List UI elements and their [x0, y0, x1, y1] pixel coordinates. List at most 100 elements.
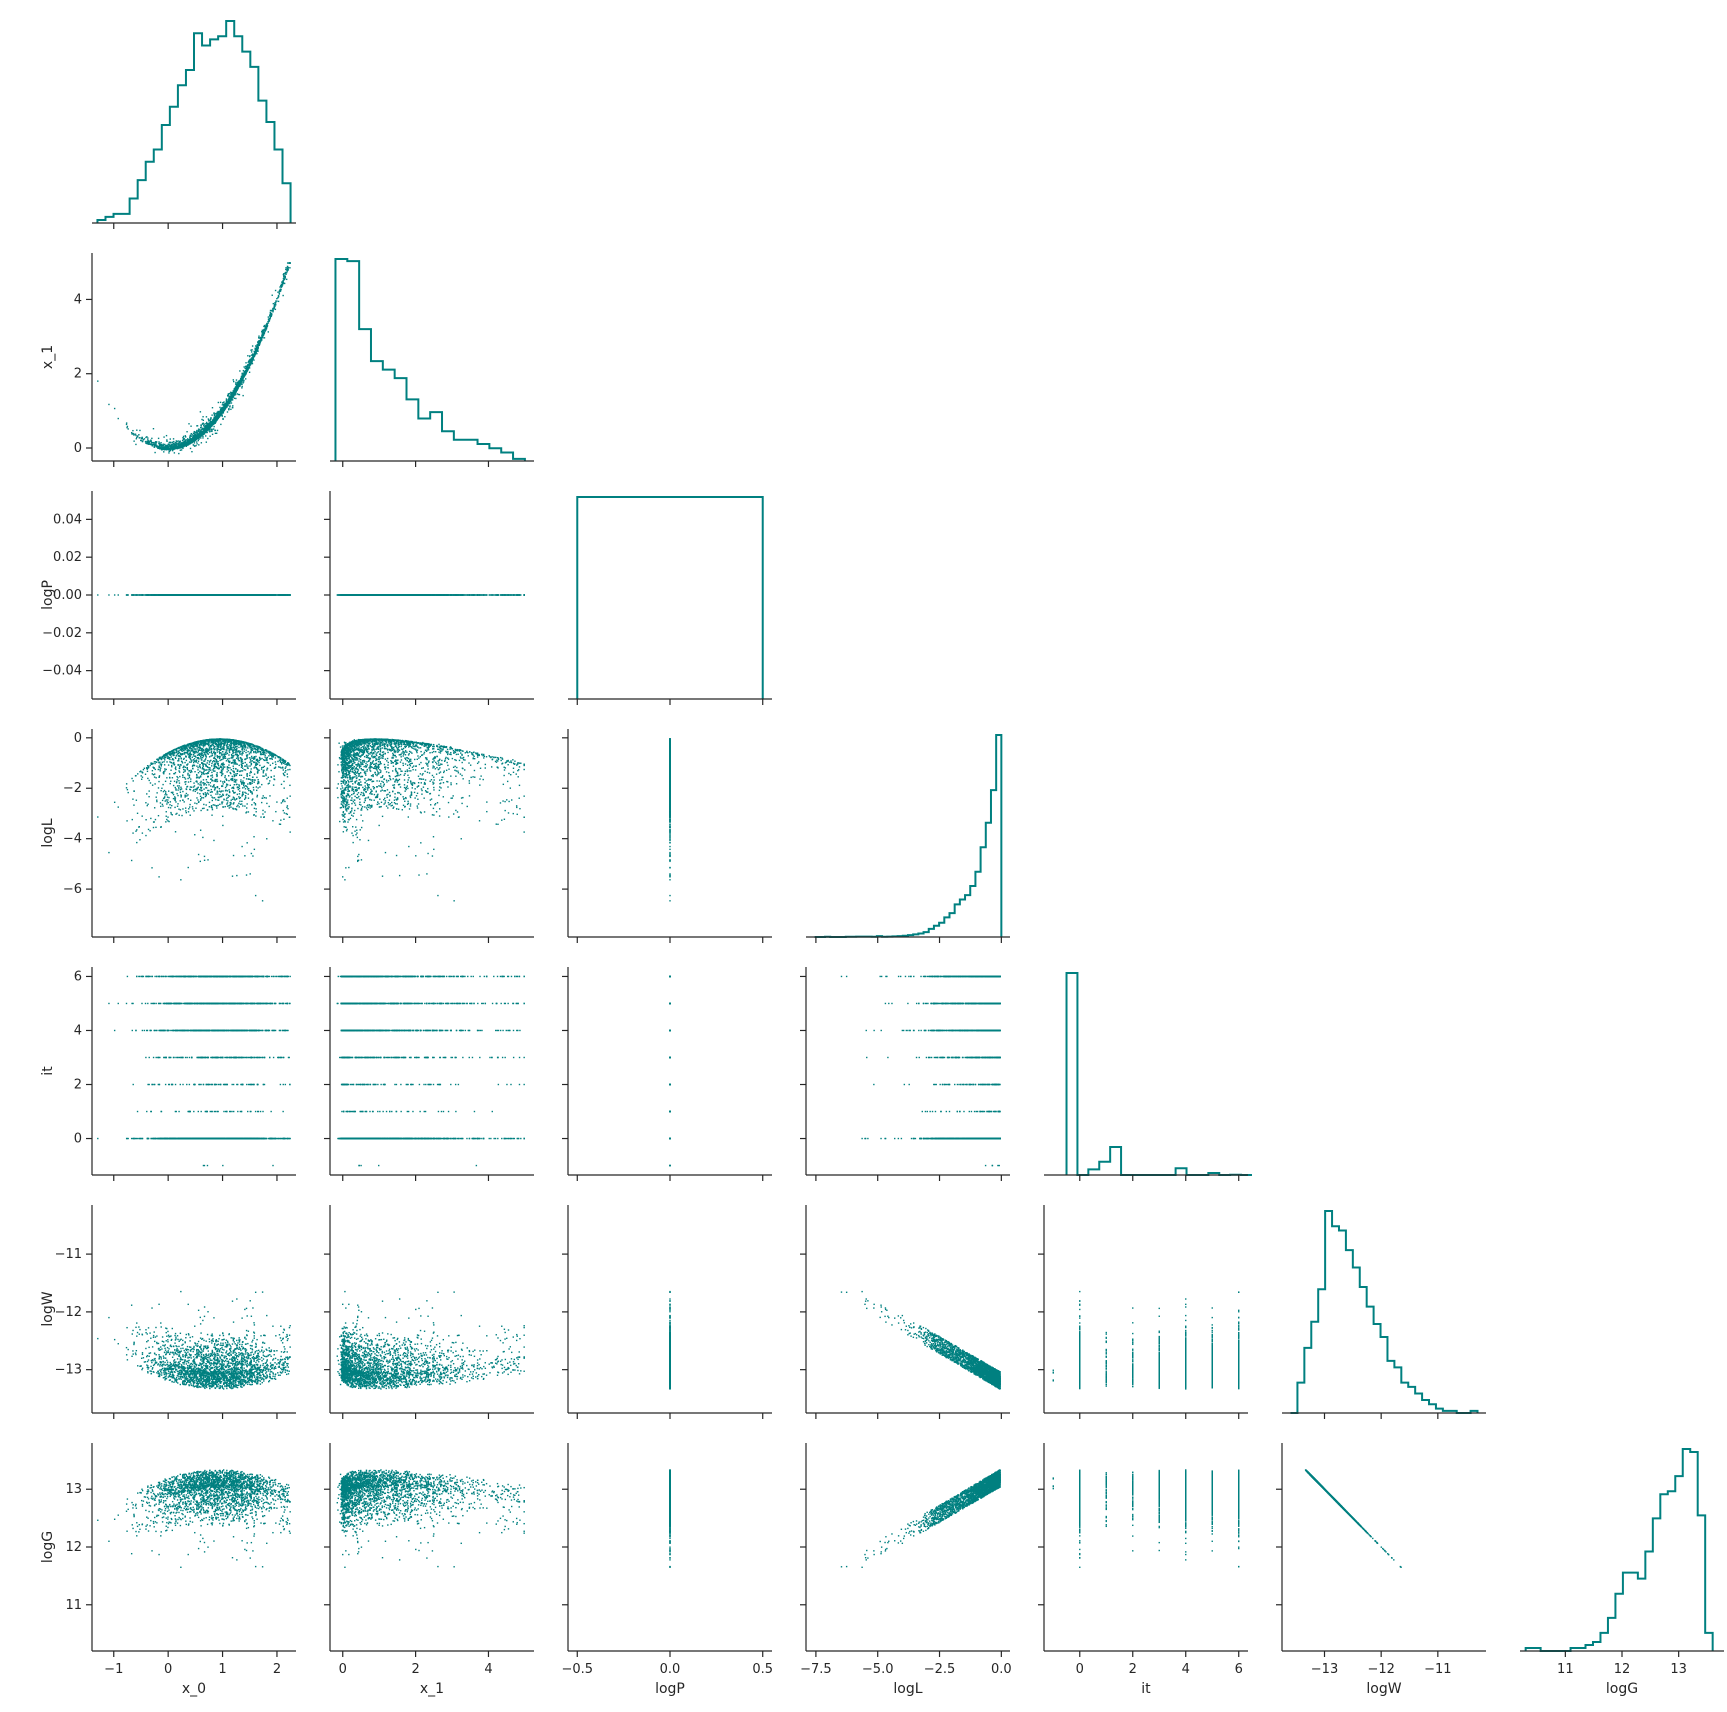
scatter-point	[243, 366, 244, 367]
scatter-point	[275, 302, 276, 303]
scatter-point	[255, 345, 256, 346]
scatter-point	[249, 372, 250, 373]
scatter-point	[154, 445, 155, 446]
scatter-point	[232, 399, 233, 400]
scatter-point	[154, 452, 155, 453]
scatter-point	[183, 438, 184, 439]
scatter-point	[272, 311, 273, 312]
scatter-point	[268, 331, 269, 332]
scatter-point	[201, 419, 202, 420]
scatter-point	[255, 352, 256, 353]
panel-x_1-vs-x_0: 024	[74, 253, 296, 467]
scatter-point	[251, 351, 252, 352]
histogram-x_0	[97, 21, 290, 223]
scatter-point	[190, 426, 191, 427]
scatter-point	[191, 433, 192, 434]
scatter-point	[244, 371, 245, 372]
scatter-point	[194, 434, 195, 435]
scatter-point	[153, 428, 154, 429]
scatter-point	[223, 402, 224, 403]
scatter-point	[242, 395, 243, 396]
scatter-point	[210, 418, 211, 419]
scatter-point	[205, 435, 206, 436]
scatter-point	[232, 405, 233, 406]
scatter-point	[140, 440, 141, 441]
scatter-point	[168, 452, 169, 453]
scatter-point	[214, 430, 215, 431]
scatter-point	[198, 428, 199, 429]
scatter-point	[196, 425, 197, 426]
scatter-point	[156, 446, 157, 447]
scatter-point	[150, 444, 151, 445]
scatter-point	[217, 430, 218, 431]
scatter-point	[201, 428, 202, 429]
scatter-point	[252, 345, 253, 346]
scatter-point	[287, 270, 288, 271]
scatter-point	[198, 440, 199, 441]
scatter-point	[173, 443, 174, 444]
scatter-point	[202, 437, 203, 438]
scatter-point	[185, 435, 186, 436]
scatter-point	[132, 433, 133, 434]
scatter-point	[136, 438, 137, 439]
scatter-point	[279, 293, 280, 294]
scatter-point	[213, 426, 214, 427]
scatter-point	[251, 355, 252, 356]
scatter-point	[222, 418, 223, 419]
scatter-point	[126, 422, 127, 423]
scatter-point	[257, 341, 258, 342]
scatter-point	[135, 435, 136, 436]
scatter-point	[226, 400, 227, 401]
scatter-point	[212, 407, 213, 408]
scatter-point	[200, 411, 201, 412]
scatter-point	[177, 440, 178, 441]
scatter-point	[251, 349, 252, 350]
scatter-point	[267, 321, 268, 322]
scatter-point	[197, 432, 198, 433]
scatter-point	[142, 441, 143, 442]
scatter-point	[126, 427, 127, 428]
scatter-point	[284, 272, 285, 273]
scatter-point	[241, 386, 242, 387]
scatter-point	[132, 430, 133, 431]
scatter-point	[263, 326, 264, 327]
scatter-point	[136, 429, 137, 430]
scatter-point	[203, 420, 204, 421]
scatter-point	[169, 451, 170, 452]
scatter-point	[241, 373, 242, 374]
scatter-point	[233, 381, 234, 382]
scatter-point	[171, 442, 172, 443]
scatter-point	[173, 438, 174, 439]
scatter-point	[287, 267, 288, 268]
scatter-point	[133, 440, 134, 441]
scatter-point	[286, 272, 287, 273]
scatter-point	[138, 434, 139, 435]
scatter-point	[163, 436, 164, 437]
scatter-point	[273, 303, 274, 304]
scatter-point	[286, 279, 287, 280]
scatter-point	[163, 444, 164, 445]
scatter-point	[127, 428, 128, 429]
scatter-point	[289, 267, 290, 268]
scatter-point	[108, 404, 109, 405]
scatter-point	[219, 407, 220, 408]
scatter-point	[237, 393, 238, 394]
scatter-point	[203, 425, 204, 426]
scatter-point	[170, 438, 171, 439]
scatter-point	[199, 429, 200, 430]
scatter-point	[274, 306, 275, 307]
scatter-point	[166, 435, 167, 436]
scatter-point	[151, 438, 152, 439]
scatter-point	[198, 444, 199, 445]
scatter-point	[202, 436, 203, 437]
scatter-point	[210, 429, 211, 430]
scatter-point	[215, 433, 216, 434]
scatter-point	[205, 432, 206, 433]
scatter-point	[160, 443, 161, 444]
scatter-point	[243, 370, 244, 371]
scatter-point	[220, 424, 221, 425]
scatter-point	[193, 433, 194, 434]
scatter-point	[228, 409, 229, 410]
scatter-point	[227, 411, 228, 412]
scatter-point	[192, 434, 193, 435]
